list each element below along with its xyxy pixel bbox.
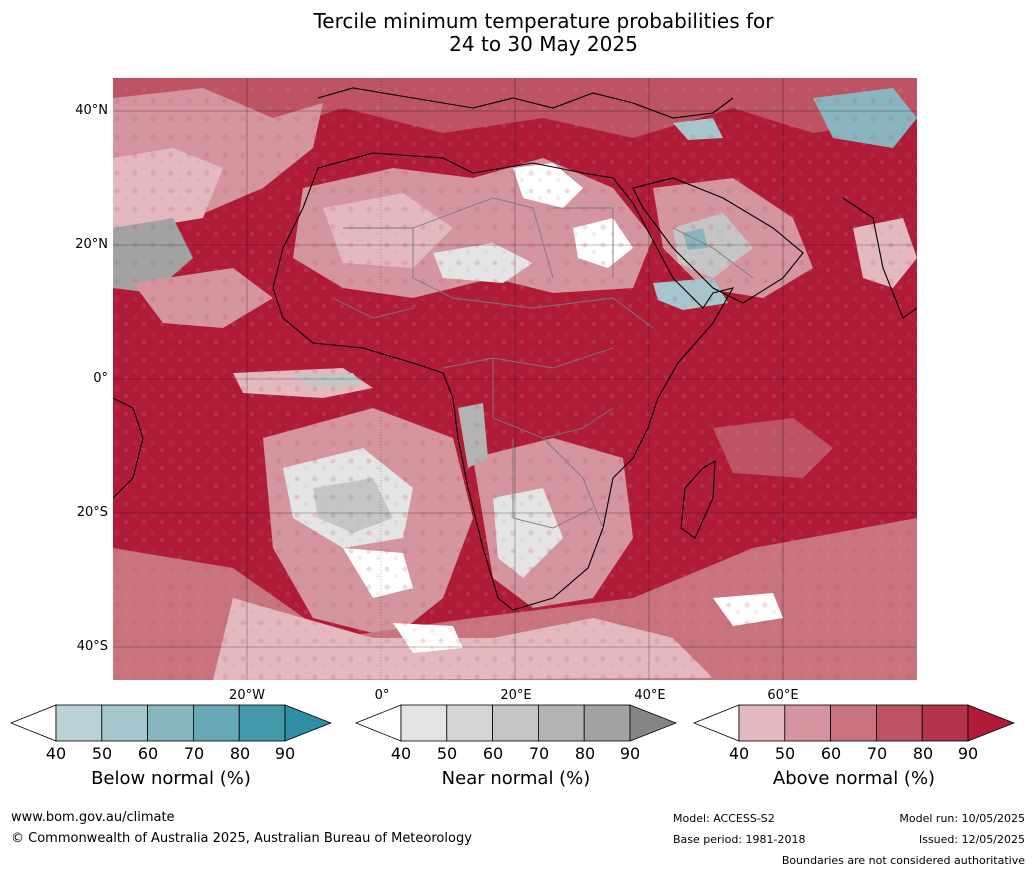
colorbar-segment-under xyxy=(693,704,740,742)
near-tick-70: 70 xyxy=(528,744,550,763)
colorbar-below xyxy=(10,704,332,742)
colorbar-near xyxy=(355,704,677,742)
near-tick-50: 50 xyxy=(436,744,458,763)
lat-label-40s: 40°S xyxy=(76,639,108,654)
title-line-2: 24 to 30 May 2025 xyxy=(449,32,638,56)
footer-disclaimer: Boundaries are not considered authoritat… xyxy=(781,854,1025,867)
near-tick-40: 40 xyxy=(390,744,412,763)
colorbar-below-ticks: 40 50 60 70 80 90 xyxy=(10,744,332,764)
footer-issued: Issued: 12/05/2025 xyxy=(918,833,1025,846)
footer-model: Model: ACCESS-S2 xyxy=(673,812,775,825)
colorbar-segment-4 xyxy=(192,704,240,742)
below-tick-60: 60 xyxy=(137,744,159,763)
above-tick-50: 50 xyxy=(774,744,796,763)
colorbar-segment-5 xyxy=(583,704,631,742)
lat-label-0: 0° xyxy=(93,371,108,386)
legend-above-title: Above normal (%) xyxy=(772,768,936,789)
colorbar-segment-over xyxy=(629,704,677,742)
legend-near-normal: 40 50 60 70 80 90 Near normal (%) xyxy=(355,704,677,794)
lon-label-60e: 60°E xyxy=(767,688,799,703)
colorbar-segment-3 xyxy=(830,704,877,742)
above-tick-40: 40 xyxy=(728,744,750,763)
coastlines xyxy=(113,87,917,611)
lat-label-20n: 20°N xyxy=(75,237,108,252)
colorbar-segment-1 xyxy=(400,704,448,742)
colorbar-segment-2 xyxy=(101,704,149,742)
colorbar-segment-3 xyxy=(492,704,539,742)
southamerica-coastline xyxy=(113,397,144,499)
colorbar-segment-1 xyxy=(738,704,786,742)
lat-label-20s: 20°S xyxy=(76,505,108,520)
colorbar-near-ticks: 40 50 60 70 80 90 xyxy=(355,744,677,764)
lon-label-40e: 40°E xyxy=(634,688,666,703)
above-tick-90: 90 xyxy=(957,744,979,763)
country-borders xyxy=(332,197,754,529)
legend-below-normal: 40 50 60 70 80 90 Below normal (%) xyxy=(10,704,332,794)
colorbar-above xyxy=(693,704,1015,742)
colorbar-segment-2 xyxy=(446,704,494,742)
footer-copyright: © Commonwealth of Australia 2025, Austra… xyxy=(11,831,472,846)
legend-below-title: Below normal (%) xyxy=(91,768,251,789)
africa-coastline xyxy=(272,152,735,611)
above-tick-80: 80 xyxy=(912,744,934,763)
footer-website[interactable]: www.bom.gov.au/climate xyxy=(11,810,175,825)
field-texture xyxy=(113,78,917,680)
colorbar-segment-5 xyxy=(921,704,969,742)
title-line-1: Tercile minimum temperature probabilitie… xyxy=(313,9,774,33)
footer-model-run: Model run: 10/05/2025 xyxy=(899,812,1025,825)
below-tick-70: 70 xyxy=(183,744,205,763)
colorbar-segment-under xyxy=(355,704,402,742)
colorbar-segment-1 xyxy=(55,704,103,742)
near-tick-80: 80 xyxy=(574,744,596,763)
colorbar-segment-over xyxy=(284,704,332,742)
arabia-coastline xyxy=(632,177,804,304)
near-tick-90: 90 xyxy=(619,744,641,763)
colorbar-segment-under xyxy=(10,704,57,742)
legend-above-normal: 40 50 60 70 80 90 Above normal (%) xyxy=(693,704,1015,794)
india-coastline xyxy=(842,197,917,319)
above-tick-60: 60 xyxy=(820,744,842,763)
legend-near-title: Near normal (%) xyxy=(441,768,591,789)
footer-base-period: Base period: 1981-2018 xyxy=(673,833,806,846)
lon-label-20e: 20°E xyxy=(500,688,532,703)
graticule xyxy=(113,78,917,680)
colorbar-segment-over xyxy=(967,704,1015,742)
colorbar-segment-4 xyxy=(537,704,585,742)
lon-label-0: 0° xyxy=(374,688,390,703)
colorbar-segment-3 xyxy=(147,704,194,742)
below-tick-40: 40 xyxy=(45,744,67,763)
europe-coastline xyxy=(317,87,734,119)
lon-label-20w: 20°W xyxy=(229,688,265,703)
map-title: Tercile minimum temperature probabilitie… xyxy=(0,10,1035,56)
madagascar-coastline xyxy=(680,460,716,539)
lat-label-40n: 40°N xyxy=(75,103,108,118)
colorbar-segment-4 xyxy=(875,704,923,742)
colorbar-segment-5 xyxy=(238,704,286,742)
above-tick-70: 70 xyxy=(866,744,888,763)
below-tick-50: 50 xyxy=(91,744,113,763)
below-tick-90: 90 xyxy=(274,744,296,763)
forecast-map xyxy=(113,78,917,680)
below-tick-80: 80 xyxy=(229,744,251,763)
near-tick-60: 60 xyxy=(482,744,504,763)
colorbar-above-ticks: 40 50 60 70 80 90 xyxy=(693,744,1015,764)
colorbar-segment-2 xyxy=(784,704,832,742)
